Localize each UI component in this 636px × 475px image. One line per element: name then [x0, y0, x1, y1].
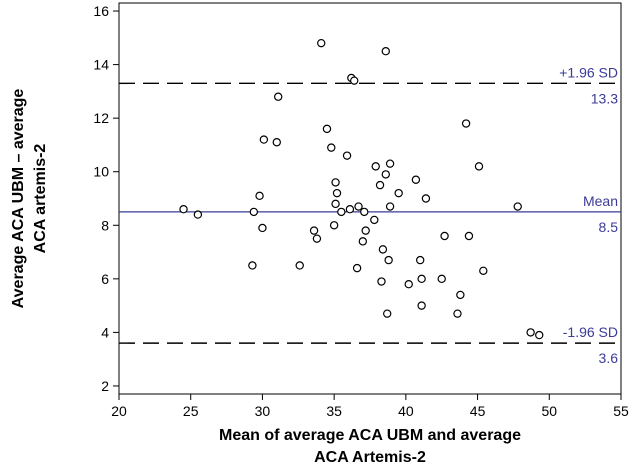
data-point	[354, 202, 363, 211]
data-point	[456, 290, 465, 300]
data-point	[193, 210, 203, 219]
data-point	[440, 231, 449, 241]
data-point	[417, 274, 426, 284]
y-tick-label: 6	[101, 271, 109, 287]
data-point	[370, 215, 379, 225]
y-tick-label: 2	[101, 378, 109, 394]
data-point	[411, 175, 421, 184]
data-point	[385, 159, 395, 168]
data-point	[381, 47, 390, 56]
y-tick-label: 14	[93, 57, 109, 73]
data-point	[385, 202, 395, 211]
reference-label-1-96-sd: +1.96 SD	[559, 64, 618, 80]
data-point	[461, 119, 471, 128]
x-axis-title-line: ACA Artemis-2	[314, 449, 426, 466]
x-tick-label: 55	[613, 403, 629, 419]
data-point	[513, 202, 522, 211]
data-point	[350, 76, 359, 85]
data-point	[295, 261, 304, 270]
data-point	[274, 92, 283, 101]
x-axis: 20 25 30 35 40 45 50 55	[111, 394, 629, 419]
x-tick-label: 45	[470, 403, 486, 419]
axis-titles: Mean of average ACA UBM and average ACA A…	[10, 89, 521, 466]
x-tick-label: 50	[541, 403, 557, 419]
data-point	[474, 162, 484, 171]
data-point	[331, 178, 340, 187]
y-axis: 2 4 6 8 10 12 14 16	[93, 3, 119, 394]
data-point	[272, 138, 281, 147]
data-point	[329, 221, 339, 230]
data-point	[352, 263, 362, 273]
data-point	[179, 205, 188, 214]
data-point	[416, 255, 425, 265]
data-point	[258, 223, 267, 233]
data-point	[358, 237, 368, 246]
y-axis-title-line: Average ACA UBM – average	[10, 89, 27, 309]
y-tick-label: 16	[93, 3, 109, 19]
data-point	[371, 162, 380, 171]
data-point	[381, 170, 390, 179]
data-point	[535, 330, 544, 340]
data-point	[384, 255, 393, 265]
y-tick-label: 12	[93, 110, 109, 126]
data-point	[312, 234, 322, 243]
reference-label-1-96-sd: -1.96 SD	[563, 324, 618, 340]
data-point	[404, 279, 413, 289]
x-tick-label: 35	[326, 403, 342, 419]
x-tick-label: 20	[111, 403, 127, 419]
reference-label-mean: Mean	[583, 193, 618, 209]
data-point	[360, 207, 369, 217]
data-point	[259, 135, 269, 144]
data-point	[417, 301, 426, 310]
reference-value-1-96-sd: 13.3	[591, 90, 618, 106]
data-point	[375, 180, 385, 190]
data-point	[394, 188, 403, 198]
x-axis-title-line: Mean of average ACA UBM and average	[219, 427, 521, 444]
data-point	[249, 207, 259, 217]
data-point	[337, 207, 346, 217]
reference-lines: +1.96 SD 13.3 Mean 8.5 -1.96 SD 3.6	[119, 64, 621, 366]
y-axis-title-line: ACA artemis-2	[32, 144, 49, 254]
data-point	[383, 309, 392, 318]
data-point	[377, 277, 386, 286]
data-point	[327, 143, 336, 152]
data-point	[464, 231, 474, 241]
data-point	[378, 245, 388, 254]
data-point	[255, 191, 264, 201]
x-tick-label: 40	[398, 403, 414, 419]
y-tick-label: 10	[93, 164, 109, 180]
data-point	[345, 205, 355, 214]
plot-frame	[118, 2, 622, 395]
data-point	[342, 151, 352, 160]
data-point	[479, 266, 488, 276]
data-point	[248, 261, 257, 270]
data-point	[361, 226, 370, 235]
y-tick-label: 4	[101, 324, 109, 340]
data-point	[332, 188, 342, 198]
reference-value-mean: 8.5	[599, 219, 619, 235]
data-point	[421, 194, 431, 203]
x-tick-label: 25	[183, 403, 199, 419]
data-point	[331, 199, 340, 209]
reference-value-1-96-sd: 3.6	[599, 350, 619, 366]
x-tick-label: 30	[255, 403, 271, 419]
plot-border	[118, 2, 622, 395]
data-point	[526, 328, 535, 337]
data-point	[317, 38, 326, 48]
data-point	[453, 309, 462, 318]
y-tick-label: 8	[101, 217, 109, 233]
data-point	[437, 274, 446, 284]
data-point	[309, 226, 319, 235]
data-points	[179, 38, 544, 340]
data-point	[322, 124, 332, 134]
